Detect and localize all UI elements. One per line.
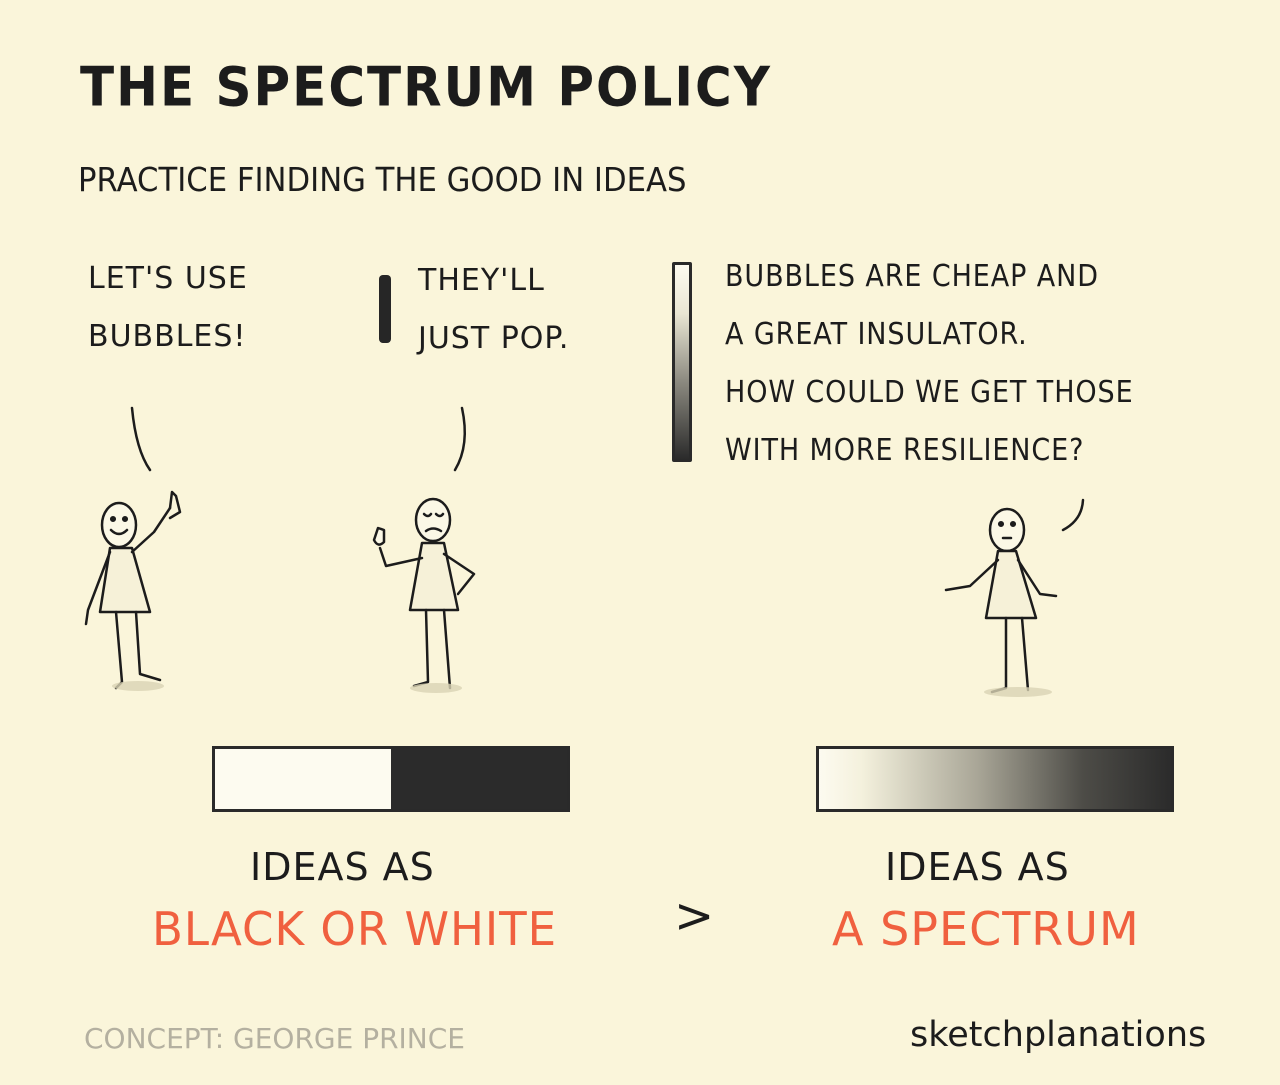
speech-tail (130, 406, 152, 472)
page-title: THE SPECTRUM POLICY (80, 55, 772, 119)
right-caption-line2: A SPECTRUM (832, 902, 1140, 956)
solid-opinion-bar (379, 275, 391, 343)
speech-line: BUBBLES! (88, 319, 247, 354)
black-half (391, 749, 567, 809)
speech-bubble-third-person: BUBBLES ARE CHEAP AND A GREAT INSULATOR.… (725, 248, 1134, 480)
speech-bubble-first-person: LET'S USE BUBBLES! (88, 250, 248, 366)
concept-credit: CONCEPT: GEORGE PRINCE (84, 1022, 465, 1055)
speech-line: HOW COULD WE GET THOSE (725, 375, 1134, 410)
happy-person-figure (84, 490, 182, 690)
speech-line: BUBBLES ARE CHEAP AND (725, 259, 1099, 294)
right-caption-line1: IDEAS AS (885, 845, 1070, 889)
speech-line: THEY'LL (418, 263, 545, 298)
white-half (215, 749, 391, 809)
greater-than-symbol: > (674, 888, 716, 944)
brand-signature: sketchplanations (910, 1015, 1207, 1055)
speech-line: JUST POP. (418, 321, 570, 356)
speech-bubble-second-person: THEY'LL JUST POP. (418, 252, 569, 368)
left-caption-line1: IDEAS AS (250, 845, 435, 889)
speech-line: WITH MORE RESILIENCE? (725, 433, 1085, 468)
gradient-opinion-bar (672, 262, 692, 462)
speech-line: A GREAT INSULATOR. (725, 317, 1028, 352)
speech-line: LET'S USE (88, 261, 248, 296)
left-caption-line2: BLACK OR WHITE (152, 902, 558, 956)
page-subtitle: PRACTICE FINDING THE GOOD IN IDEAS (78, 160, 687, 199)
spectrum-gradient-bar (816, 746, 1174, 812)
ground-shadows (112, 681, 1052, 697)
speech-tail (1061, 498, 1085, 532)
doubtful-person-figure (372, 497, 476, 690)
speech-tail (453, 406, 467, 472)
open-minded-person-figure (944, 507, 1058, 694)
black-or-white-bar (212, 746, 570, 812)
